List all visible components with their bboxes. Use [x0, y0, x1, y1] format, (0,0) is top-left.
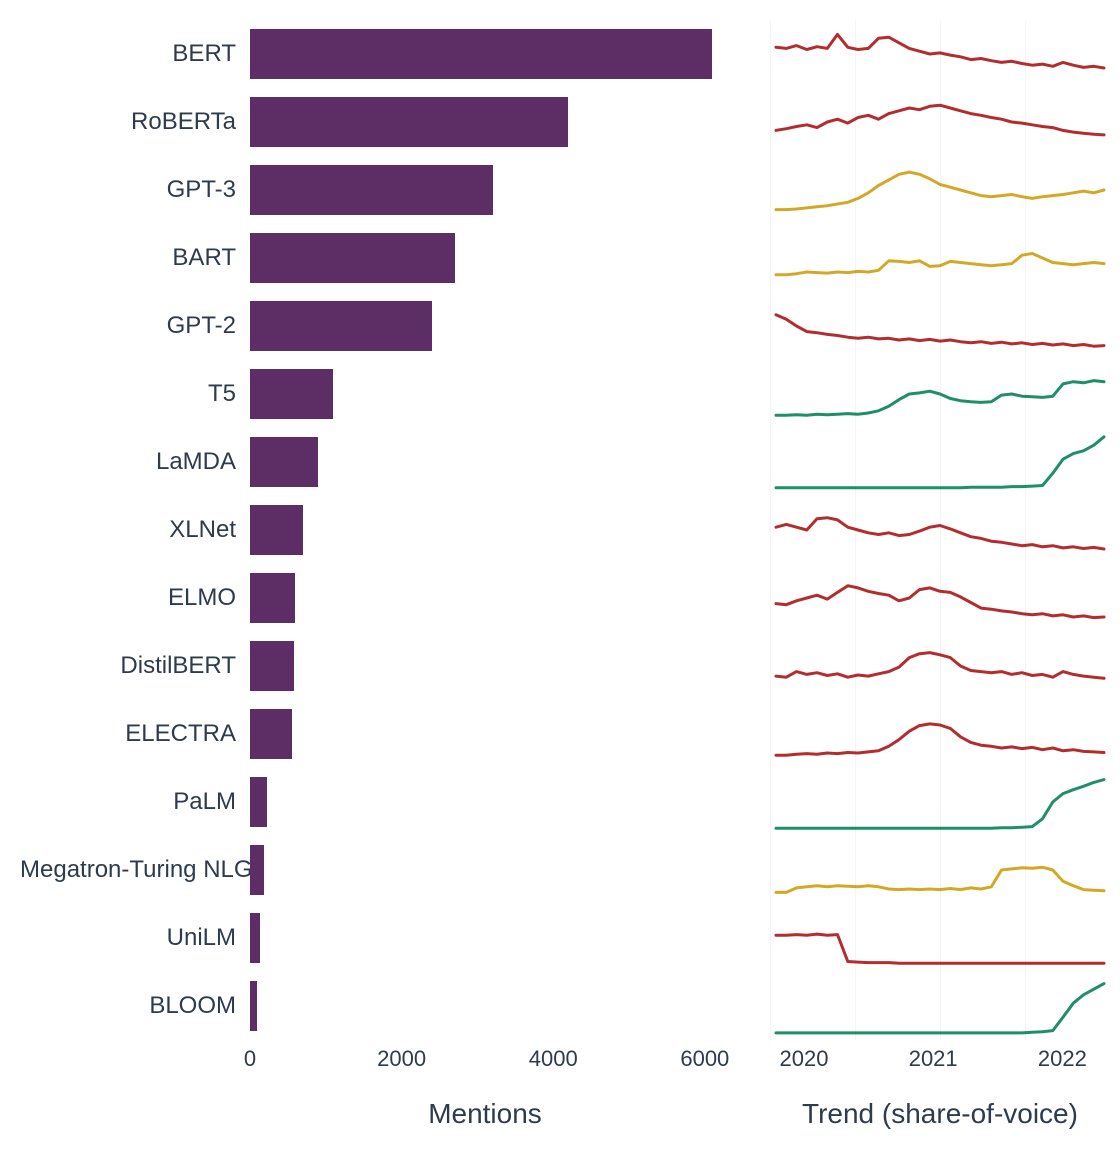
trend-tick: 2022	[1038, 1046, 1087, 1072]
mentions-tick: 4000	[529, 1046, 578, 1072]
row-label: BERT	[20, 40, 250, 68]
row-label: LaMDA	[20, 448, 250, 476]
trend-sparkline	[770, 20, 1110, 88]
mentions-tick: 0	[244, 1046, 256, 1072]
bar-cell	[250, 564, 720, 632]
bar-cell	[250, 428, 720, 496]
bar-cell	[250, 292, 720, 360]
row-label: T5	[20, 380, 250, 408]
mentions-bar	[250, 573, 295, 623]
trend-sparkline	[770, 88, 1110, 156]
trend-sparkline	[770, 700, 1110, 768]
trend-tick: 2020	[780, 1046, 829, 1072]
trend-sparkline	[770, 836, 1110, 904]
trend-sparkline	[770, 564, 1110, 632]
mentions-bar	[250, 301, 432, 351]
mentions-bar	[250, 505, 303, 555]
bar-cell	[250, 632, 720, 700]
trend-sparkline	[770, 224, 1110, 292]
bar-cell	[250, 904, 720, 972]
row-label: ELMO	[20, 584, 250, 612]
mentions-axis-ticks: 0200040006000	[250, 1046, 720, 1076]
mentions-bar	[250, 165, 493, 215]
row-label: BART	[20, 244, 250, 272]
mentions-bar	[250, 437, 318, 487]
row-label: DistilBERT	[20, 652, 250, 680]
row-label: RoBERTa	[20, 108, 250, 136]
trend-sparkline	[770, 496, 1110, 564]
x-axis-row: 0 2000 4000 6000 2020 2021 2022	[20, 1046, 1100, 1076]
bar-cell	[250, 700, 720, 768]
mentions-bar	[250, 845, 264, 895]
row-label: Megatron-Turing NLG	[20, 856, 250, 884]
row-label: UniLM	[20, 924, 250, 952]
mentions-bar	[250, 641, 294, 691]
row-label: BLOOM	[20, 992, 250, 1020]
mentions-bar	[250, 777, 267, 827]
trend-sparkline	[770, 972, 1110, 1040]
mentions-tick: 2000	[377, 1046, 426, 1072]
bar-cell	[250, 88, 720, 156]
trend-sparkline	[770, 156, 1110, 224]
mentions-bar	[250, 369, 333, 419]
bar-cell	[250, 972, 720, 1040]
mentions-bar	[250, 29, 712, 79]
trend-sparkline	[770, 428, 1110, 496]
bar-cell	[250, 156, 720, 224]
trend-tick: 2021	[909, 1046, 958, 1072]
mentions-bar	[250, 981, 257, 1031]
mentions-bar	[250, 233, 455, 283]
row-label: PaLM	[20, 788, 250, 816]
bar-cell	[250, 768, 720, 836]
axis-titles-row: Mentions Trend (share-of-voice)	[20, 1098, 1100, 1130]
trend-sparkline	[770, 632, 1110, 700]
mentions-axis-title: Mentions	[250, 1098, 720, 1130]
mentions-bar	[250, 913, 260, 963]
trend-sparkline	[770, 292, 1110, 360]
row-label: GPT-3	[20, 176, 250, 204]
bar-cell	[250, 836, 720, 904]
mentions-bar	[250, 709, 292, 759]
mentions-bar	[250, 97, 568, 147]
trend-sparkline	[770, 360, 1110, 428]
bar-cell	[250, 360, 720, 428]
row-label: GPT-2	[20, 312, 250, 340]
mentions-tick: 6000	[680, 1046, 729, 1072]
chart-area: BERT RoBERTa GPT-3 BART GPT-2 T5 LaMDA XLNet ELM…	[20, 20, 1100, 1040]
bar-cell	[250, 20, 720, 88]
trend-sparkline	[770, 904, 1110, 972]
row-label: XLNet	[20, 516, 250, 544]
row-label: ELECTRA	[20, 720, 250, 748]
bar-cell	[250, 496, 720, 564]
trend-sparkline	[770, 768, 1110, 836]
trend-axis-ticks: 2020 2021 2022	[770, 1046, 1110, 1076]
bar-cell	[250, 224, 720, 292]
trend-axis-title: Trend (share-of-voice)	[770, 1098, 1110, 1130]
